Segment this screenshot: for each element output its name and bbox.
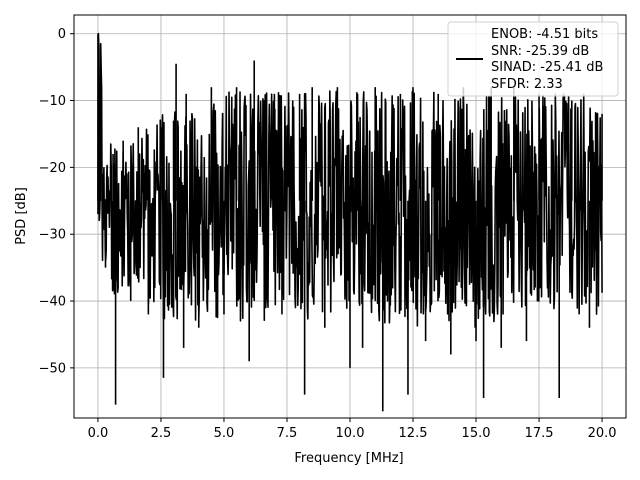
- y-tick-label: −20: [39, 161, 66, 176]
- x-tick-label: 12.5: [399, 426, 428, 441]
- x-tick-label: 20.0: [588, 426, 617, 441]
- x-tick-label: 15.0: [462, 426, 491, 441]
- legend-text-sfdr: SFDR: 2.33: [491, 77, 563, 92]
- y-axis-ticks: 0 −10 −20 −30 −40 −50: [39, 27, 74, 376]
- x-tick-label: 0.0: [88, 426, 109, 441]
- x-tick-label: 2.5: [151, 426, 172, 441]
- y-tick-label: −30: [39, 228, 66, 243]
- x-axis-label: Frequency [MHz]: [294, 451, 403, 466]
- legend-text-enob: ENOB: -4.51 bits: [491, 27, 598, 42]
- legend-text-sinad: SINAD: -25.41 dB: [491, 60, 603, 75]
- psd-trace-line: [97, 32, 603, 328]
- x-axis-ticks: 0.0 2.5 5.0 7.5 10.0 12.5 15.0 17.5 20.0: [88, 418, 617, 441]
- y-tick-label: −10: [39, 94, 66, 109]
- x-tick-label: 7.5: [277, 426, 298, 441]
- psd-trace-group: [97, 32, 603, 412]
- x-tick-label: 10.0: [336, 426, 365, 441]
- y-axis-label: PSD [dB]: [14, 187, 29, 245]
- y-tick-label: −50: [39, 361, 66, 376]
- legend-box: [447, 21, 619, 97]
- x-tick-label: 17.5: [525, 426, 554, 441]
- x-tick-label: 5.0: [214, 426, 235, 441]
- legend-text-snr: SNR: -25.39 dB: [491, 44, 589, 59]
- y-tick-label: 0: [58, 27, 66, 42]
- legend: ENOB: -4.51 bits SNR: -25.39 dB SINAD: -…: [447, 21, 619, 97]
- y-tick-label: −40: [39, 295, 66, 310]
